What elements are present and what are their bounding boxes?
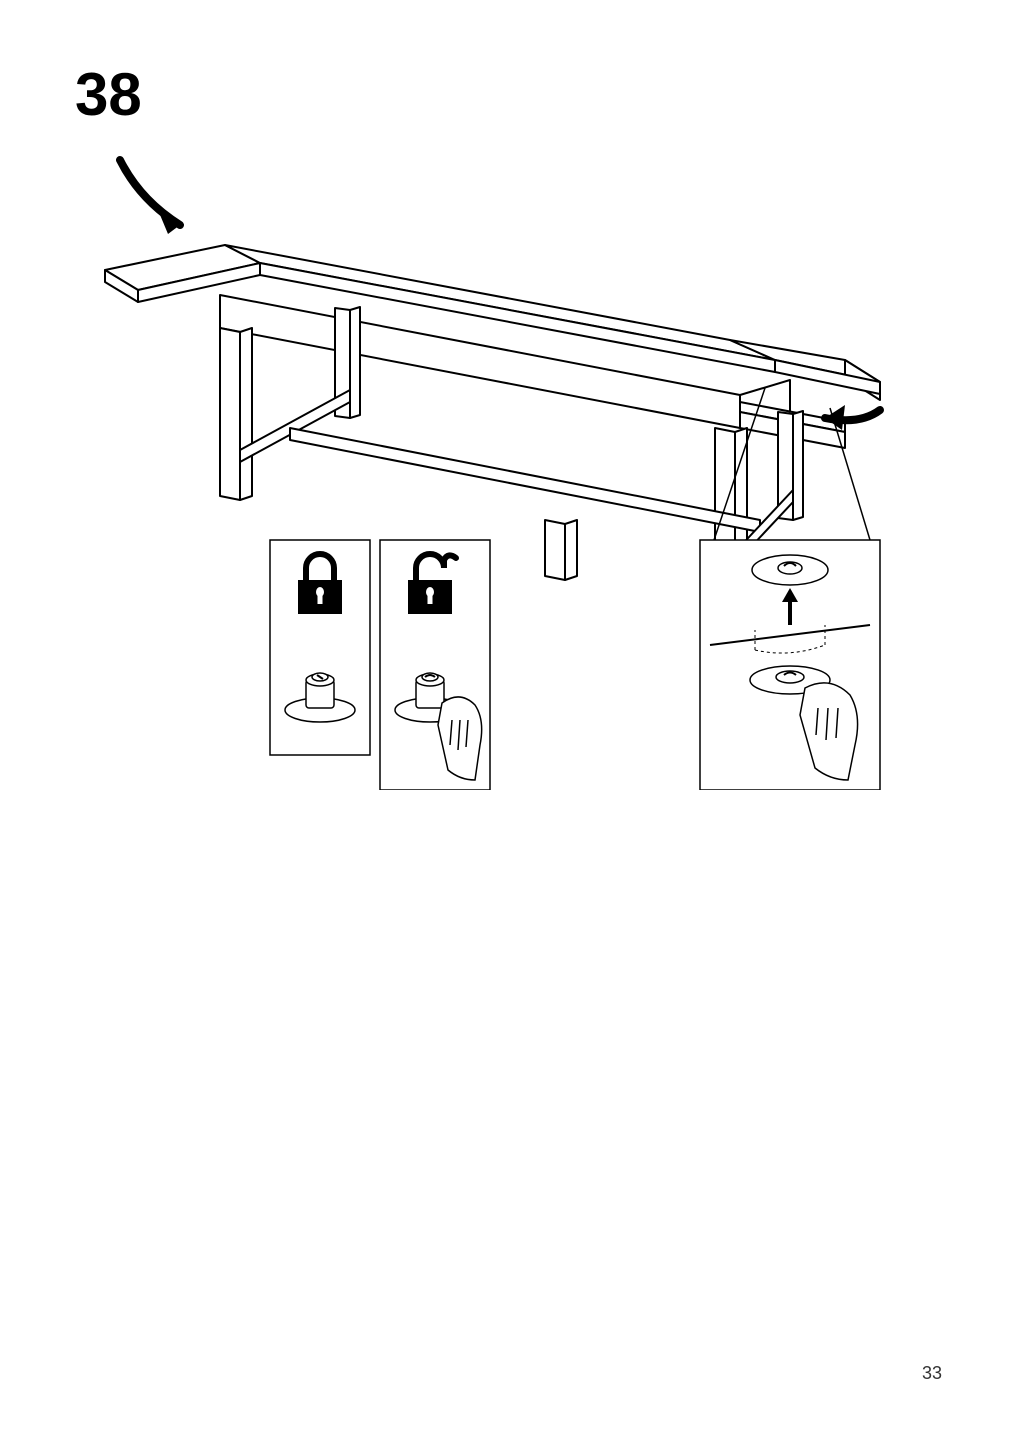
arrow-top-left xyxy=(120,160,180,234)
page-number: 33 xyxy=(922,1363,942,1384)
inset-unlocked xyxy=(380,540,490,790)
assembly-diagram xyxy=(90,150,890,790)
instruction-page: 38 xyxy=(0,0,1012,1432)
inset-locked xyxy=(270,540,370,755)
step-number: 38 xyxy=(75,60,142,129)
inset-install xyxy=(700,540,880,790)
